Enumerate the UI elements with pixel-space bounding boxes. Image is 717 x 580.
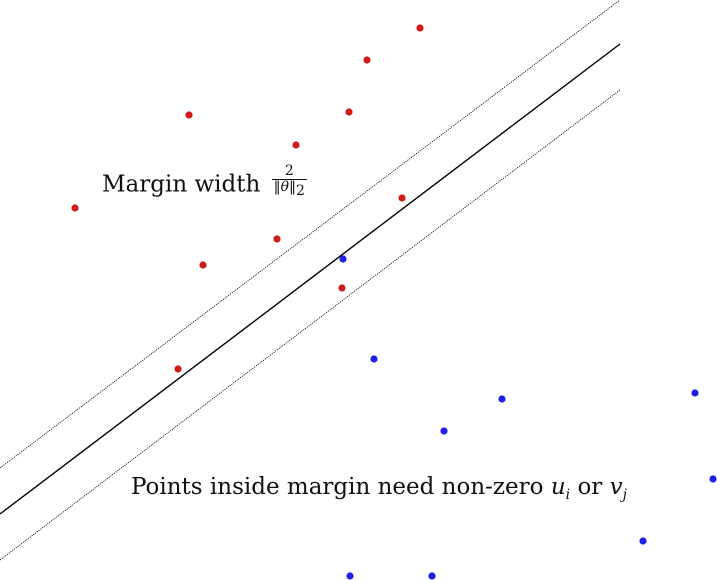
red-point-4 [345, 108, 353, 116]
blue-point-1 [339, 255, 347, 263]
blue-point-9 [428, 572, 436, 580]
red-point-5 [292, 141, 300, 149]
red-point-3 [185, 111, 193, 119]
red-point-10 [338, 284, 346, 292]
blue-point-4 [440, 427, 448, 435]
or-text: or [577, 474, 603, 500]
margin-width-label: Margin width 2 ‖θ‖2 [102, 164, 307, 203]
blue-point-8 [346, 572, 354, 580]
v-subscript: j [622, 487, 627, 503]
red-point-6 [398, 194, 406, 202]
margin-width-fraction: 2 ‖θ‖2 [271, 164, 307, 199]
blue-point-3 [498, 395, 506, 403]
red-point-11 [174, 365, 182, 373]
u-subscript: i [565, 487, 571, 503]
blue-point-6 [709, 475, 717, 483]
data-points [71, 24, 717, 580]
points-inside-margin-label: Points inside margin need non-zero ui or… [131, 472, 627, 510]
red-point-7 [71, 204, 79, 212]
upper-margin-line [0, 0, 621, 469]
margin-width-text: Margin width [102, 171, 261, 198]
red-point-2 [363, 56, 371, 64]
v-symbol: v [609, 474, 623, 500]
points-note-text: Points inside margin need non-zero [131, 474, 544, 500]
red-point-8 [273, 235, 281, 243]
blue-point-7 [639, 537, 647, 545]
fraction-numerator: 2 [271, 164, 307, 180]
red-point-1 [416, 24, 424, 32]
blue-point-5 [691, 389, 699, 397]
u-symbol: u [550, 474, 566, 500]
fraction-denominator: ‖θ‖2 [273, 179, 305, 199]
theta-symbol: θ [280, 179, 290, 195]
decision-boundary-line [0, 43, 621, 515]
red-point-9 [199, 261, 207, 269]
blue-point-2 [370, 355, 378, 363]
norm-subscript: 2 [296, 183, 305, 199]
